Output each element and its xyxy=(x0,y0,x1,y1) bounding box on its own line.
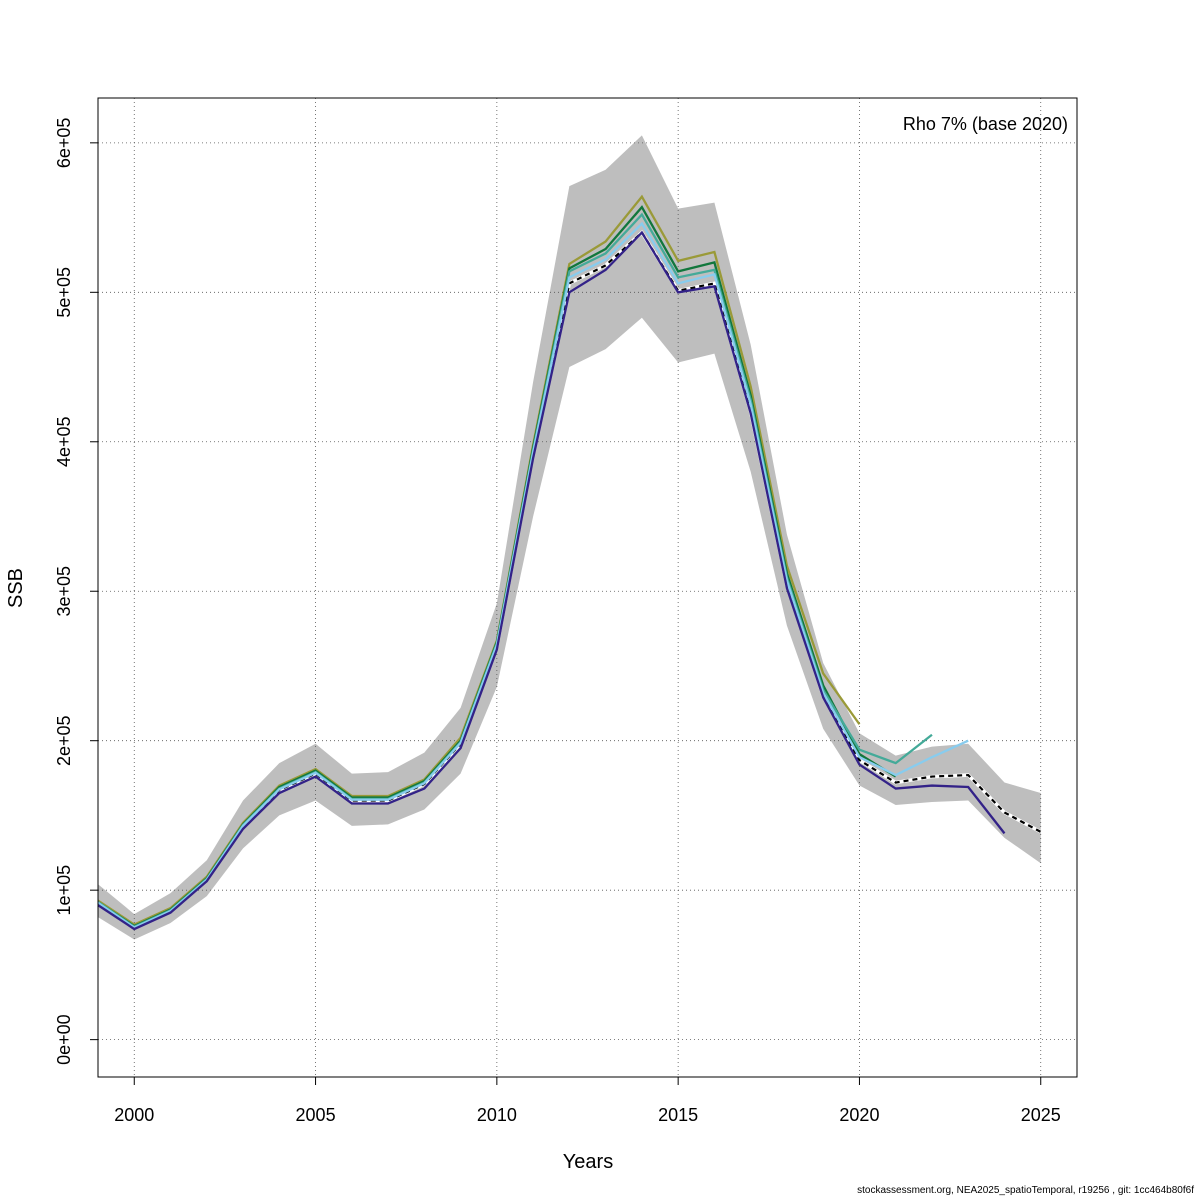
plot-frame xyxy=(97,97,1078,1078)
y-tick-label-0: 0e+00 xyxy=(54,1014,74,1065)
y-tick-label-300000: 3e+05 xyxy=(54,566,74,617)
x-tick-label-2025: 2025 xyxy=(1021,1105,1061,1125)
x-tick-label-2020: 2020 xyxy=(839,1105,879,1125)
y-tick-label-500000: 5e+05 xyxy=(54,267,74,318)
y-tick-label-400000: 4e+05 xyxy=(54,416,74,467)
annotation-text: Rho 7% (base 2020) xyxy=(903,114,1068,134)
x-tick-label-2005: 2005 xyxy=(296,1105,336,1125)
confidence-band-layer xyxy=(98,135,1041,940)
y-tick-label-600000: 6e+05 xyxy=(54,118,74,169)
confidence-band xyxy=(98,135,1041,940)
series-4-line xyxy=(97,221,969,929)
x-tick-label-2010: 2010 xyxy=(477,1105,517,1125)
series-1-line xyxy=(97,194,861,926)
y-tick-label-200000: 2e+05 xyxy=(54,715,74,766)
y-tick-label-100000: 1e+05 xyxy=(54,865,74,916)
x-axis-label: Years xyxy=(563,1151,613,1173)
series-layer xyxy=(97,194,1042,931)
series-0-line xyxy=(97,230,1042,929)
series-5-line xyxy=(97,230,1006,931)
x-tick-label-2015: 2015 xyxy=(658,1105,698,1125)
y-axis: 0e+00 1e+05 2e+05 3e+05 4e+05 5e+05 6e+05 xyxy=(54,118,98,1065)
footer-credit: stockassessment.org, NEA2025_spatioTempo… xyxy=(857,1185,1194,1196)
y-axis-label: SSB xyxy=(5,568,27,608)
x-axis: 2000 2005 2010 2015 2020 2025 xyxy=(114,1077,1061,1125)
x-tick-label-2000: 2000 xyxy=(114,1105,154,1125)
